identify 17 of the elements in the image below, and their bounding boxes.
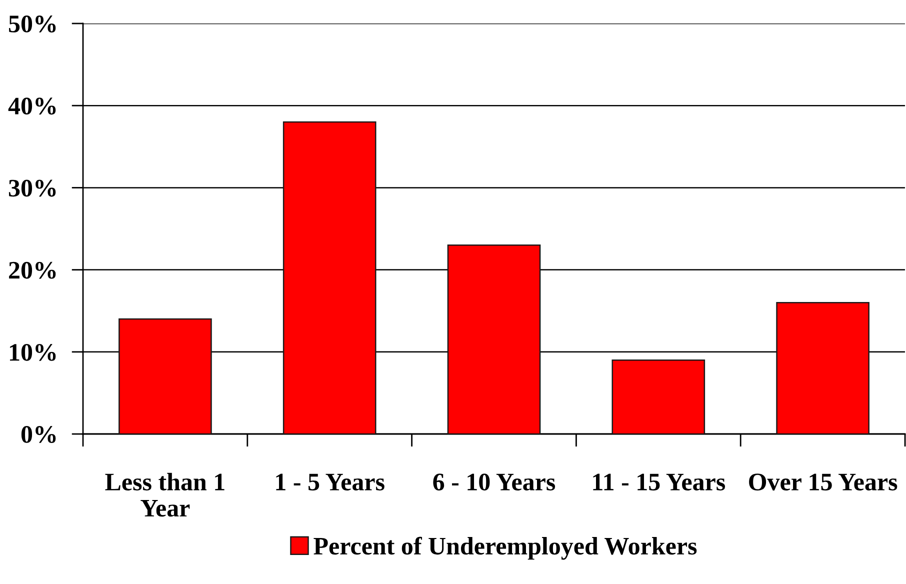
y-tick-label: 30% [8, 180, 56, 197]
legend-label: Percent of Underemployed Workers [314, 536, 697, 560]
bar [776, 302, 870, 434]
x-tick-label: 1 - 5 Years [276, 474, 384, 490]
x-tick-label: 11 - 15 Years [593, 474, 726, 490]
x-tick-label: 6 - 10 Years [433, 474, 556, 490]
y-tick-label: 20% [9, 262, 56, 279]
x-tick-label: Less than 1 Year [105, 472, 224, 517]
bar [282, 121, 376, 434]
y-tick-label: 40% [8, 98, 56, 115]
x-tick-label: Over 15 Years [749, 474, 898, 490]
bar [447, 244, 541, 434]
y-tick-label: 10% [10, 344, 56, 361]
bar [118, 318, 212, 434]
y-tick-label: 0% [21, 426, 56, 443]
bar [612, 359, 706, 434]
y-tick-label: 50% [9, 16, 56, 32]
